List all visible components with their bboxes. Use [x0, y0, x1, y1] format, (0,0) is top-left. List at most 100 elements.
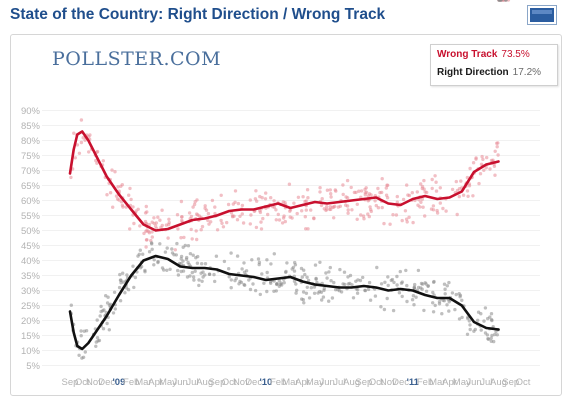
- poll-point-right-direction: [193, 269, 197, 273]
- trend-line-right-direction: [68, 254, 500, 351]
- poll-point-wrong-track: [95, 161, 99, 165]
- poll-point-wrong-track: [195, 237, 199, 242]
- x-tick-label: Jul: [186, 377, 198, 388]
- poll-point-right-direction: [265, 270, 269, 275]
- poll-point-right-direction: [156, 259, 160, 264]
- poll-point-right-direction: [489, 336, 493, 340]
- poll-point-right-direction: [168, 267, 172, 271]
- poll-point-right-direction: [476, 318, 480, 322]
- poll-point-right-direction: [186, 260, 190, 265]
- poll-point-right-direction: [489, 318, 494, 322]
- poll-point-right-direction: [79, 334, 83, 338]
- x-tick-label: Feb: [123, 377, 139, 388]
- poll-point-wrong-track: [261, 216, 265, 221]
- poll-point-right-direction: [356, 287, 360, 292]
- chart-thumbnail-icon[interactable]: [527, 5, 557, 25]
- poll-point-wrong-track: [355, 217, 359, 221]
- poll-point-right-direction: [141, 252, 145, 256]
- poll-point-wrong-track: [207, 222, 211, 226]
- legend-item-wrong-track: Wrong Track 73.5%: [437, 49, 530, 60]
- poll-point-wrong-track: [272, 199, 276, 203]
- poll-point-right-direction: [294, 282, 298, 286]
- poll-point-right-direction: [309, 286, 313, 290]
- poll-point-wrong-track: [233, 200, 237, 204]
- poll-point-right-direction: [314, 277, 318, 281]
- poll-point-wrong-track: [431, 208, 436, 212]
- poll-point-right-direction: [105, 321, 109, 326]
- poll-point-wrong-track: [303, 215, 307, 219]
- poll-point-right-direction: [277, 279, 281, 283]
- poll-point-right-direction: [214, 254, 219, 258]
- poll-point-right-direction: [98, 314, 102, 318]
- poll-point-wrong-track: [110, 168, 114, 172]
- poll-point-right-direction: [431, 290, 435, 295]
- poll-point-right-direction: [181, 245, 185, 249]
- poll-point-wrong-track: [374, 203, 378, 208]
- poll-point-wrong-track: [410, 191, 414, 195]
- poll-point-wrong-track: [248, 222, 252, 226]
- poll-point-wrong-track: [132, 221, 136, 226]
- poll-point-right-direction: [327, 270, 331, 274]
- poll-point-right-direction: [165, 246, 169, 250]
- x-tick-label: Aug: [196, 377, 213, 388]
- poll-point-wrong-track: [79, 118, 84, 122]
- poll-point-wrong-track: [367, 214, 371, 219]
- poll-point-right-direction: [399, 281, 404, 285]
- x-tick-label: Mar: [282, 377, 298, 388]
- poll-point-right-direction: [188, 274, 192, 278]
- poll-point-wrong-track: [478, 172, 483, 176]
- poll-point-right-direction: [302, 301, 306, 305]
- poll-point-right-direction: [138, 248, 142, 252]
- poll-point-wrong-track: [220, 221, 224, 225]
- poll-point-wrong-track: [454, 179, 458, 184]
- poll-point-wrong-track: [363, 187, 367, 192]
- poll-point-wrong-track: [187, 211, 192, 215]
- poll-point-wrong-track: [309, 208, 313, 212]
- poll-point-right-direction: [293, 260, 297, 265]
- poll-point-wrong-track: [332, 216, 336, 220]
- poll-point-right-direction: [468, 327, 472, 332]
- poll-point-wrong-track: [394, 213, 399, 217]
- x-tick-label: '09: [113, 377, 126, 388]
- poll-point-wrong-track: [264, 191, 268, 195]
- poll-point-wrong-track: [366, 194, 370, 198]
- x-tick-label: Sep: [355, 377, 372, 388]
- x-tick-label: Sep: [502, 377, 519, 388]
- poll-point-wrong-track: [283, 219, 287, 224]
- poll-point-wrong-track: [180, 218, 184, 223]
- poll-point-wrong-track: [484, 166, 488, 170]
- trend-line-wrong-track: [68, 130, 500, 232]
- x-tick-label: Aug: [343, 377, 360, 388]
- poll-point-right-direction: [233, 278, 237, 283]
- poll-point-wrong-track: [219, 218, 223, 223]
- poll-point-wrong-track: [150, 235, 154, 239]
- poll-point-right-direction: [413, 282, 417, 287]
- poll-point-right-direction: [257, 260, 262, 265]
- poll-point-wrong-track: [362, 217, 366, 221]
- poll-point-right-direction: [83, 350, 88, 354]
- poll-point-right-direction: [132, 285, 136, 290]
- poll-point-wrong-track: [457, 194, 461, 199]
- poll-point-wrong-track: [329, 195, 333, 199]
- logo-text: POLLSTER.COM: [52, 48, 222, 70]
- poll-point-right-direction: [176, 268, 180, 273]
- poll-point-wrong-track: [318, 186, 322, 190]
- poll-point-right-direction: [117, 285, 122, 290]
- poll-point-wrong-track: [380, 205, 384, 210]
- poll-point-wrong-track: [349, 185, 353, 190]
- x-tick-label: Oct: [75, 377, 90, 388]
- poll-point-right-direction: [191, 275, 196, 279]
- poll-point-wrong-track: [405, 220, 409, 224]
- poll-point-wrong-track: [380, 177, 384, 181]
- poll-point-wrong-track: [300, 209, 304, 213]
- poll-point-right-direction: [250, 258, 254, 262]
- poll-point-wrong-track: [467, 184, 472, 188]
- poll-point-wrong-track: [206, 218, 210, 223]
- x-tick-label: Oct: [369, 377, 384, 388]
- x-tick-label: Nov: [86, 377, 103, 388]
- poll-point-right-direction: [386, 283, 390, 288]
- poll-point-right-direction: [332, 280, 336, 285]
- poll-point-right-direction: [118, 272, 122, 277]
- poll-point-wrong-track: [235, 218, 240, 222]
- poll-point-right-direction: [490, 333, 494, 338]
